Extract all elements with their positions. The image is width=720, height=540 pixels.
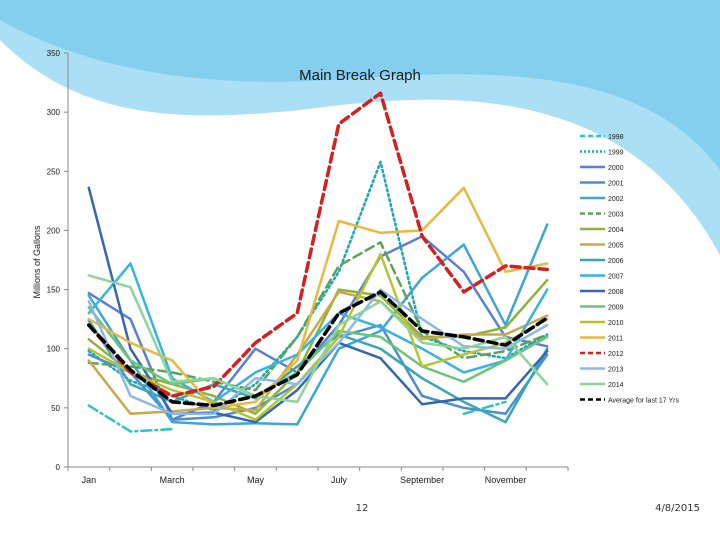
y-tick-label: 0 — [56, 463, 61, 472]
x-tick-label: Jan — [82, 475, 97, 485]
legend: 1998 1999 2000 2001 2002 2003 2004 2005 2006 2007… — [580, 134, 679, 405]
legend-label: Average for last 17 Yrs — [608, 398, 679, 405]
legend-label: 2012 — [608, 351, 624, 358]
series-line-2009 — [87, 306, 549, 398]
legend-label: 1999 — [608, 150, 624, 157]
x-tick-label: July — [331, 475, 348, 485]
y-axis-label: Millions of Gallons — [32, 225, 42, 299]
series-line-2010 — [87, 252, 549, 421]
y-tick-label: 350 — [47, 49, 61, 58]
series-line-1998 — [87, 400, 507, 433]
x-tick-label: May — [247, 475, 265, 485]
legend-label: 2002 — [608, 196, 624, 203]
x-tick-label: March — [160, 475, 185, 485]
x-tick-label: September — [400, 475, 444, 485]
series-line-2012 — [87, 91, 549, 398]
legend-label: 2004 — [608, 227, 624, 234]
series-line-2003 — [87, 241, 549, 392]
y-tick-label: 250 — [47, 167, 61, 176]
y-tick-label: 100 — [47, 345, 61, 354]
series-line-2008 — [87, 186, 549, 424]
legend-label: 2007 — [608, 274, 624, 281]
legend-label: 2011 — [608, 336, 623, 343]
series-line-2014 — [87, 274, 549, 404]
legend-label: 2014 — [608, 382, 624, 389]
background-wave-highlight — [0, 0, 720, 170]
legend-label: 2003 — [608, 212, 624, 219]
series-line-average-for-last-17-yrs — [87, 290, 549, 408]
legend-label: 2009 — [608, 305, 624, 312]
legend-label: 2008 — [608, 289, 624, 296]
slide-date: 4/8/2015 — [655, 503, 700, 514]
x-tick-label: November — [485, 475, 527, 485]
legend-label: 2000 — [608, 165, 624, 172]
series-layer — [87, 91, 549, 433]
series-line-2007 — [87, 262, 549, 404]
legend-label: 2013 — [608, 367, 624, 374]
legend-label: 2006 — [608, 258, 624, 265]
y-tick-label: 200 — [47, 226, 61, 235]
y-tick-label: 300 — [47, 108, 61, 117]
legend-label: 2001 — [608, 181, 624, 188]
page-number: 12 — [355, 503, 369, 514]
legend-label: 2005 — [608, 243, 624, 250]
chart-title: Main Break Graph — [299, 67, 421, 84]
legend-label: 2010 — [608, 320, 624, 327]
series-line-2011 — [87, 186, 549, 410]
y-tick-label: 50 — [51, 404, 60, 413]
y-tick-label: 150 — [47, 286, 61, 295]
chart-axes: 0 50 100 150 200 250 300 350 Jan March May July Sept… — [47, 49, 569, 485]
legend-label: 1998 — [608, 134, 624, 141]
